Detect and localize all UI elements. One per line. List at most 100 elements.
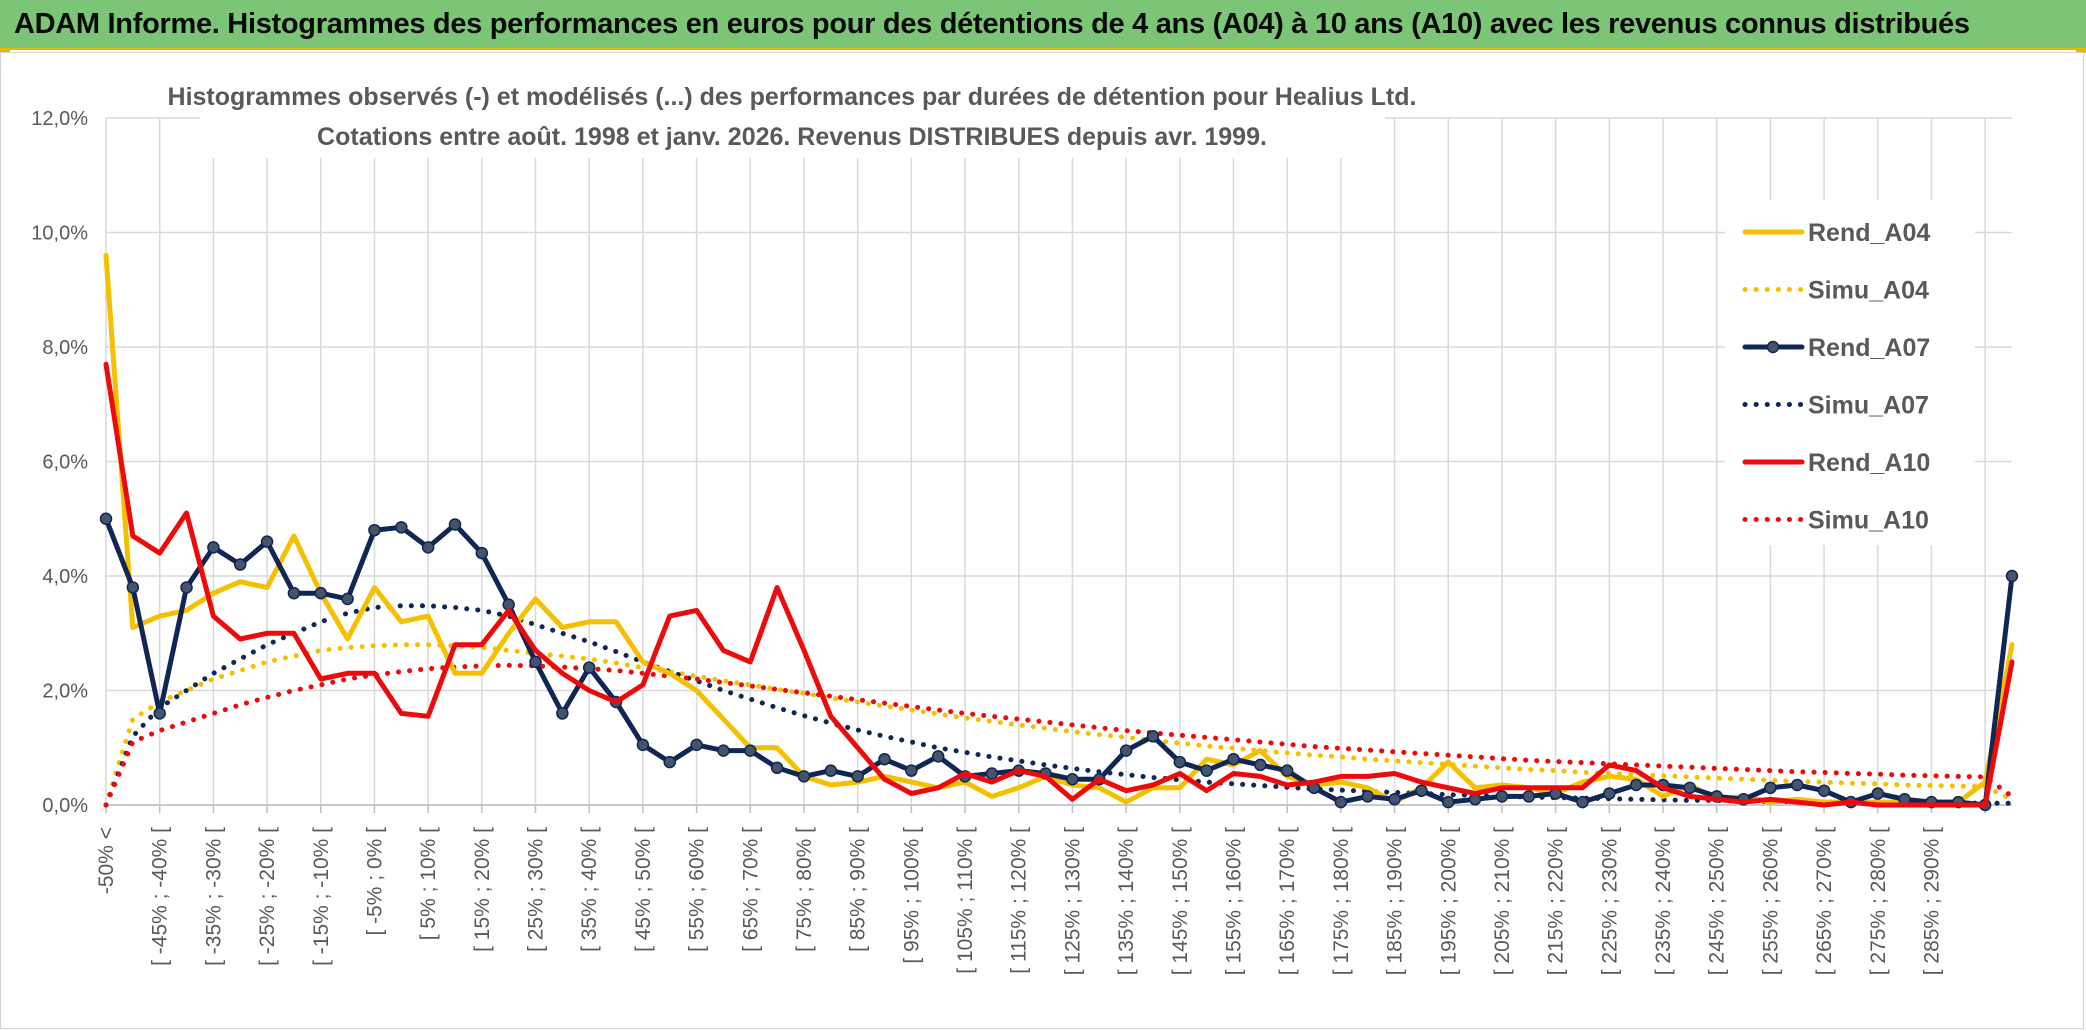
x-tick-label: [ -5% ; 0% [ — [363, 827, 386, 936]
x-tick-label: [ 215% ; 220% [ — [1545, 827, 1568, 975]
data-point-rend-a07 — [690, 738, 703, 752]
x-tick-label: [ 25% ; 30% [ — [525, 827, 548, 952]
x-tick-label: [ 85% ; 90% [ — [847, 827, 870, 952]
data-point-rend-a07 — [1817, 784, 1831, 797]
y-tick-label: 4,0% — [42, 566, 88, 588]
data-point-rend-a07 — [663, 755, 676, 769]
data-point-rend-a07 — [287, 586, 301, 600]
x-tick-label: [ 115% ; 120% [ — [1008, 827, 1031, 974]
y-tick-label: 8,0% — [42, 337, 88, 359]
data-point-rend-a07 — [1495, 790, 1509, 803]
data-point-rend-a07 — [1066, 772, 1079, 786]
chart-subtitle: Cotations entre août. 1998 et janv. 2026… — [317, 123, 1267, 151]
x-tick-label: [ 275% ; 280% [ — [1867, 827, 1890, 975]
x-tick-label: [ 185% ; 190% [ — [1384, 827, 1407, 975]
y-tick-label: 0,0% — [42, 795, 88, 817]
x-tick-label: [ 235% ; 240% [ — [1652, 827, 1675, 975]
series-group — [99, 252, 2019, 812]
data-point-rend-a07 — [985, 767, 999, 780]
data-point-rend-a07 — [1522, 790, 1536, 803]
x-tick-label: [ 155% ; 160% [ — [1222, 827, 1245, 975]
legend-label-rend-a07: Rend_A07 — [1808, 334, 1930, 362]
data-point-rend-a07 — [1603, 787, 1616, 800]
data-point-rend-a07 — [1280, 764, 1294, 777]
data-point-rend-a07 — [1200, 764, 1213, 777]
legend-label-simu-a04: Simu_A04 — [1808, 277, 1929, 305]
series-line-rend-a07 — [103, 516, 2015, 808]
x-tick-label: [ 285% ; 290% [ — [1920, 827, 1943, 975]
data-point-rend-a07 — [233, 558, 247, 571]
data-point-rend-a07 — [1119, 744, 1133, 757]
data-point-rend-a07 — [1871, 787, 1885, 800]
data-point-rend-a07 — [931, 750, 945, 763]
data-point-rend-a07 — [824, 764, 838, 777]
data-point-rend-a07 — [2005, 569, 2019, 583]
data-point-rend-a07 — [582, 661, 596, 674]
series-line-simu-a07 — [103, 603, 2015, 808]
legend-background — [1725, 200, 1975, 545]
data-point-rend-a07 — [1334, 795, 1348, 809]
x-tick-label: [ 65% ; 70% [ — [739, 827, 762, 952]
x-tick-label: [ 135% ; 140% [ — [1115, 827, 1138, 975]
x-tick-label: [ 55% ; 60% [ — [686, 827, 709, 952]
x-tick-label: -50% < — [95, 827, 118, 894]
data-point-rend-a07 — [421, 541, 435, 554]
data-point-rend-a07 — [529, 655, 542, 669]
data-point-rend-a07 — [1361, 790, 1374, 803]
data-point-rend-a07 — [395, 521, 408, 534]
data-point-rend-a07 — [1388, 793, 1401, 806]
x-tick-label: [ 95% ; 100% [ — [900, 827, 923, 964]
y-tick-label: 6,0% — [42, 452, 88, 474]
series-line-rend-a10 — [103, 361, 2015, 808]
y-tick-label: 10,0% — [31, 223, 88, 245]
x-tick-label: [ 35% ; 40% [ — [578, 827, 601, 952]
x-tick-label: [ 145% ; 150% [ — [1169, 827, 1192, 975]
y-tick-label: 2,0% — [42, 681, 88, 703]
x-tick-label: [ 105% ; 110% [ — [954, 827, 977, 974]
x-tick-label: [ 195% ; 200% [ — [1437, 827, 1460, 975]
data-point-rend-a07 — [1173, 755, 1187, 769]
data-point-rend-a07 — [1576, 795, 1589, 809]
data-point-rend-a07 — [744, 744, 757, 757]
legend-label-simu-a07: Simu_A07 — [1808, 392, 1929, 420]
x-tick-label: [ -35% ; -30% [ — [202, 827, 225, 966]
legend-label-rend-a04: Rend_A04 — [1808, 219, 1930, 247]
data-point-rend-a07 — [260, 535, 274, 548]
x-tick-label: [ -25% ; -20% [ — [256, 827, 279, 966]
data-point-rend-a07 — [851, 770, 864, 783]
data-point-rend-a07 — [1442, 795, 1455, 809]
chart-title: Histogrammes observés (-) et modélisés (… — [168, 83, 1417, 111]
data-point-rend-a07 — [797, 770, 811, 783]
data-point-rend-a07 — [636, 738, 650, 752]
corner-mark-left — [0, 50, 10, 53]
title-background — [200, 78, 1385, 158]
data-point-rend-a07 — [1629, 778, 1643, 792]
legend-label-simu-a10: Simu_A10 — [1808, 507, 1929, 535]
x-tick-label: [ 225% ; 230% [ — [1598, 827, 1621, 975]
x-tick-label: [ 5% ; 10% [ — [417, 827, 440, 940]
data-point-rend-a07 — [556, 707, 569, 720]
data-point-rend-a07 — [717, 744, 730, 757]
corner-mark-right — [2076, 50, 2086, 53]
x-axis: -50% < [ -45% ; -40% [[ -35% ; -30% [[ -2… — [95, 804, 2012, 975]
series-line-simu-a10 — [103, 662, 2015, 808]
x-tick-label: [ 125% ; 130% [ — [1061, 827, 1084, 975]
data-point-rend-a07 — [341, 592, 354, 606]
data-point-rend-a07 — [878, 752, 891, 766]
data-point-rend-a07 — [1683, 781, 1697, 795]
data-point-rend-a07 — [1415, 784, 1428, 797]
data-point-rend-a07 — [207, 541, 220, 554]
legend-marker — [1766, 340, 1780, 354]
data-point-rend-a07 — [368, 523, 381, 537]
data-point-rend-a07 — [448, 518, 462, 531]
data-point-rend-a07 — [905, 764, 918, 777]
x-tick-label: [ 255% ; 260% [ — [1759, 827, 1782, 975]
banner-title: ADAM Informe. Histogrammes des performan… — [14, 8, 1970, 40]
y-axis: 0,0% 2,0% 4,0% 6,0% 8,0% 10,0% 12,0% — [31, 108, 88, 817]
data-point-rend-a07 — [1764, 781, 1777, 795]
x-tick-label: [ 75% ; 80% [ — [793, 827, 816, 952]
chart-title-area: Histogrammes observés (-) et modélisés (… — [168, 78, 1417, 158]
x-tick-label: [ 165% ; 170% [ — [1276, 827, 1299, 975]
y-tick-label: 12,0% — [31, 108, 88, 130]
